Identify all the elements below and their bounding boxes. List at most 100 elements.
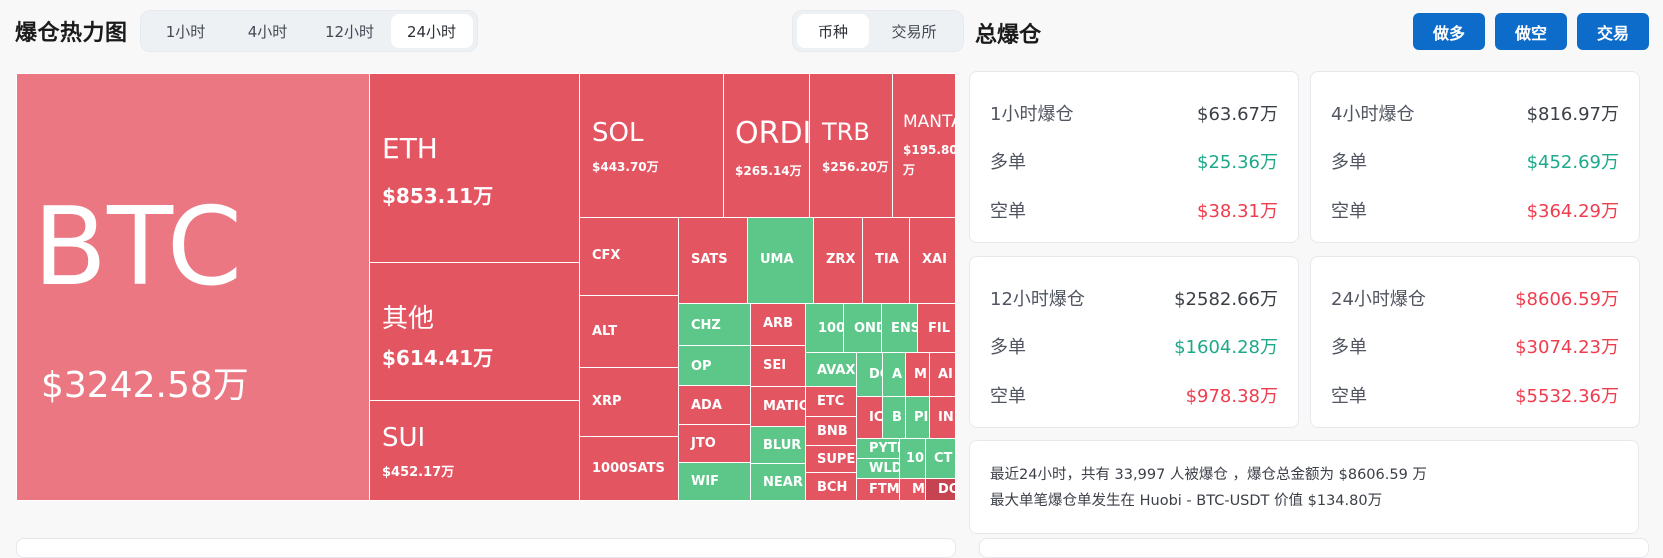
tab-exchange[interactable]: 交易所 [891, 22, 937, 41]
tile-in[interactable]: IN [929, 396, 956, 439]
tile-symbol: BTC [33, 185, 243, 310]
tile-etc[interactable]: ETC [805, 386, 857, 417]
tile-symbol: MANTA [903, 112, 955, 132]
tile-ordi[interactable]: ORDI $265.14万 [723, 73, 810, 218]
tile-xai[interactable]: XAI [909, 217, 956, 304]
tile-symbol: OP [691, 359, 712, 374]
tile-symbol: 10 [906, 451, 925, 466]
tab-coin[interactable]: 币种 [797, 14, 869, 48]
tile-symbol: AI [938, 367, 953, 382]
tile-alt[interactable]: ALT [579, 295, 679, 368]
tile-ic[interactable]: IC [856, 396, 883, 439]
tile-symbol: ETC [817, 394, 845, 409]
tile-do[interactable]: DO [856, 352, 883, 397]
tile-symbol: BCH [817, 480, 848, 495]
stat-total: $63.67万 [1197, 104, 1278, 125]
stat-card-4h: 4小时爆仓 $816.97万 多单 $452.69万 空单 $364.29万 [1310, 71, 1640, 243]
tile-bnb[interactable]: BNB [805, 416, 857, 446]
tile-ct[interactable]: CT [925, 438, 956, 479]
tile-cfx[interactable]: CFX [579, 217, 679, 296]
tile-symbol: BNB [817, 424, 848, 439]
long-value: $452.69万 [1526, 152, 1619, 173]
tile-manta[interactable]: MANTA $195.80万 [892, 73, 956, 218]
tile-super[interactable]: SUPER [805, 445, 857, 473]
tab-1h[interactable]: 1小时 [165, 22, 206, 41]
tile-symbol: ORDI [735, 116, 810, 151]
tile-uma[interactable]: UMA [747, 217, 814, 304]
tile-symbol: XRP [592, 394, 622, 409]
tab-24h[interactable]: 24小时 [390, 14, 473, 48]
stat-title: 24小时爆仓 [1331, 289, 1426, 310]
tile-blur[interactable]: BLUR [750, 426, 806, 464]
tile-10[interactable]: 10 [899, 438, 926, 479]
tile-others[interactable]: 其他 $614.41万 [369, 262, 580, 401]
trade-button[interactable]: 交易 [1577, 13, 1649, 50]
tile-trb[interactable]: TRB $256.20万 [809, 73, 893, 218]
tile-fil[interactable]: FIL [917, 303, 956, 353]
long-value: $1604.28万 [1174, 337, 1278, 358]
tab-12h[interactable]: 12小时 [324, 22, 375, 41]
tile-wld[interactable]: WLD [856, 458, 900, 479]
tile-symbol: CFX [592, 248, 621, 263]
tile-matic[interactable]: MATIC [750, 386, 806, 427]
tile-ma[interactable]: MA [899, 478, 926, 501]
tile-1000sats[interactable]: 1000SATS [579, 436, 679, 501]
heatmap-title: 爆仓热力图 [15, 21, 128, 46]
tile-zrx[interactable]: ZRX [813, 217, 863, 304]
tile-symbol: 1000 [818, 321, 843, 336]
tile-avax[interactable]: AVAX [805, 352, 857, 387]
tile-symbol: B [892, 410, 902, 425]
tile-bch[interactable]: BCH [805, 472, 857, 501]
tile-sui[interactable]: SUI $452.17万 [369, 400, 580, 501]
tile-eth[interactable]: ETH $853.11万 [369, 73, 580, 263]
long-button[interactable]: 做多 [1413, 13, 1485, 50]
tile-ftm[interactable]: FTM [856, 478, 900, 501]
tile-xrp[interactable]: XRP [579, 367, 679, 437]
stat-total: $8606.59万 [1515, 289, 1619, 310]
short-value: $364.29万 [1526, 201, 1619, 222]
tile-ond[interactable]: OND [843, 303, 882, 353]
tile-pi[interactable]: PI [905, 396, 930, 439]
summary-line-2: 最大单笔爆仓单发生在 Huobi - BTC-USDT 价值 $134.80万 [990, 493, 1383, 509]
tile-value: $256.20万 [822, 160, 889, 174]
tile-tia[interactable]: TIA [862, 217, 910, 304]
tile-op[interactable]: OP [678, 345, 751, 386]
tile-symbol: TIA [875, 252, 899, 267]
tile-symbol: OND [854, 321, 881, 336]
stat-total: $2582.66万 [1174, 289, 1278, 310]
tile-symbol: IC [869, 410, 883, 425]
short-label: 空单 [1331, 201, 1367, 222]
tile-do-2[interactable]: DO [925, 478, 956, 501]
tile-chz[interactable]: CHZ [678, 303, 751, 346]
tile-symbol: CHZ [691, 318, 721, 333]
tab-4h[interactable]: 4小时 [247, 22, 288, 41]
tile-a[interactable]: A [882, 352, 906, 397]
short-label: 空单 [1331, 386, 1367, 407]
tile-symbol: FTM [869, 482, 900, 497]
tile-sol[interactable]: SOL $443.70万 [579, 73, 724, 218]
tile-ens[interactable]: ENS [881, 303, 918, 353]
tile-ai[interactable]: AI [929, 352, 956, 397]
tile-btc[interactable]: BTC $3242.58万 [16, 73, 370, 501]
tile-symbol: 1000SATS [592, 461, 665, 476]
long-value: $3074.23万 [1515, 337, 1619, 358]
tile-symbol: 其他 [382, 304, 435, 334]
tile-1000[interactable]: 1000 [805, 303, 844, 353]
tile-near[interactable]: NEAR [750, 463, 806, 501]
tile-ada[interactable]: ADA [678, 385, 751, 425]
tile-sei[interactable]: SEI [750, 345, 806, 387]
summary-card: 最近24小时，共有 33,997 人被爆仓 ，爆仓总金额为 $8606.59 万… [969, 440, 1639, 534]
tile-m[interactable]: M [905, 352, 930, 397]
tile-symbol: ALT [592, 324, 618, 339]
tile-sats[interactable]: SATS [678, 217, 748, 304]
tile-arb[interactable]: ARB [750, 303, 806, 346]
tile-wif[interactable]: WIF [678, 462, 751, 501]
short-button[interactable]: 做空 [1495, 13, 1567, 50]
tile-b[interactable]: B [882, 396, 906, 439]
bottom-panel-right [979, 538, 1649, 558]
tile-symbol: SUPER [817, 452, 856, 467]
tile-jto[interactable]: JTO [678, 424, 751, 463]
total-liquidation-title: 总爆仓 [975, 23, 1042, 48]
tile-value: $265.14万 [735, 164, 802, 178]
tile-pyth[interactable]: PYTH [856, 438, 900, 459]
